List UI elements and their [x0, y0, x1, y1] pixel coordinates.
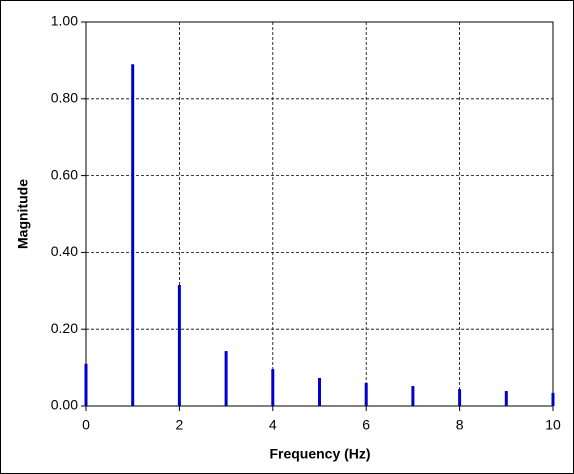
x-tick-label: 2 [176, 417, 184, 433]
x-axis-label: Frequency (Hz) [269, 446, 370, 462]
y-tick-label: 0.20 [51, 320, 78, 336]
y-tick-label: 1.00 [51, 13, 78, 29]
y-tick-label: 0.00 [51, 397, 78, 413]
x-tick-label: 10 [545, 417, 561, 433]
y-axis-label: Magnitude [15, 179, 31, 249]
y-tick-label: 0.80 [51, 90, 78, 106]
x-tick-label: 6 [362, 417, 370, 433]
y-tick-label: 0.40 [51, 243, 78, 259]
x-tick-label: 8 [456, 417, 464, 433]
x-tick-label: 0 [82, 417, 90, 433]
y-tick-label: 0.60 [51, 166, 78, 182]
x-tick-label: 4 [269, 417, 277, 433]
